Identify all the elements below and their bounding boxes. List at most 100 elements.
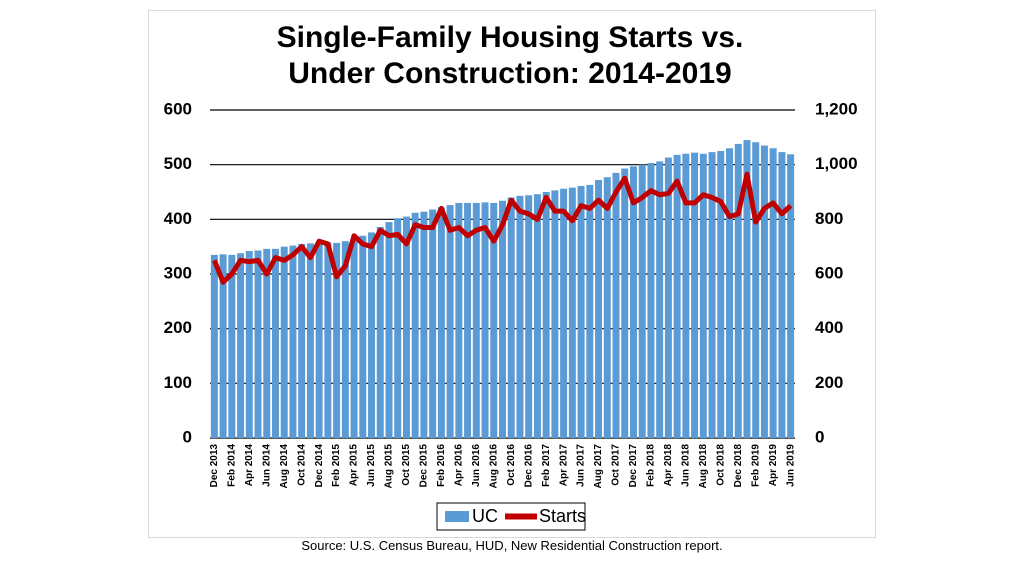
legend-label: UC [472,506,498,526]
bar [691,152,699,438]
x-tick-label: Apr 2014 [244,444,255,487]
y2-tick-label: 800 [815,209,843,228]
x-tick-label: Feb 2017 [541,444,552,487]
x-tick-label: Feb 2015 [331,444,342,487]
y-tick-label: 500 [164,154,192,173]
x-tick-label: Oct 2017 [611,444,622,486]
x-tick-label: Apr 2016 [453,444,464,487]
x-tick-label: Jun 2016 [471,444,482,487]
x-tick-label: Dec 2013 [209,444,220,488]
bar [210,254,218,438]
bar [350,239,358,438]
y2-tick-label: 0 [815,427,824,446]
bar [743,140,751,439]
x-tick-label: Aug 2017 [593,444,604,489]
bar [629,166,637,438]
bar [411,212,419,438]
bar [525,195,533,438]
bar [499,200,506,438]
bar [228,254,236,438]
bar [734,143,742,439]
x-tick-label: Apr 2015 [349,444,360,487]
bar [682,153,690,438]
bar [306,243,314,438]
bar [368,232,376,438]
y-tick-label: 300 [164,263,192,282]
bar [219,254,227,438]
bar [769,148,777,438]
bar [289,245,297,438]
x-tick-label: Aug 2018 [698,444,709,489]
x-tick-label: Dec 2016 [523,444,534,488]
bar [603,177,611,439]
bar [385,222,393,438]
bar [551,190,559,438]
bar [612,172,620,438]
bar [664,157,672,438]
x-tick-label: Oct 2014 [296,444,307,486]
y-tick-label: 400 [164,209,192,228]
bar [324,242,332,438]
y2-tick-label: 200 [815,373,843,392]
y-tick-label: 600 [164,99,192,118]
bar [708,152,716,439]
bar [481,202,489,438]
bar [533,194,541,438]
bar [455,202,463,438]
x-tick-label: Dec 2017 [628,444,639,488]
y2-tick-label: 400 [815,318,843,337]
x-tick-label: Apr 2017 [558,444,569,487]
bar [717,151,725,438]
y-tick-label: 200 [164,318,192,337]
bar [333,242,341,438]
x-tick-label: Oct 2015 [401,444,412,486]
bar [595,179,603,438]
bar [359,235,367,438]
x-tick-label: Oct 2016 [506,444,517,486]
x-tick-label: Apr 2019 [768,444,779,487]
bar [420,211,428,438]
bar [699,153,707,438]
bar [315,242,323,438]
bar [577,185,585,438]
x-tick-label: Dec 2014 [314,444,325,488]
bar [437,207,445,438]
bar [254,250,262,438]
bar [542,192,550,438]
x-tick-label: Apr 2018 [663,444,674,487]
x-tick-label: Dec 2015 [419,444,430,488]
bar [673,154,681,438]
bar [586,184,594,438]
bar [394,218,402,438]
x-tick-label: Feb 2018 [646,444,657,487]
bar [787,154,795,438]
bar [621,168,629,438]
bar [507,197,515,438]
bar [726,148,734,438]
x-tick-label: Aug 2014 [279,444,290,489]
bar [647,163,655,438]
y2-tick-label: 600 [815,263,843,282]
bar [472,202,480,438]
bar [271,248,279,438]
x-tick-label: Aug 2015 [384,444,395,489]
legend-label: Starts [539,506,586,526]
x-tick-label: Jun 2019 [785,444,796,487]
bar [464,202,472,438]
bar [237,253,245,438]
x-tick-label: Jun 2017 [576,444,587,487]
x-tick-label: Jun 2015 [366,444,377,487]
source-text: U.S. Census Bureau, HUD, New Residential… [349,538,723,553]
x-tick-label: Feb 2014 [226,444,237,487]
bar [298,243,306,438]
bar [490,202,498,438]
chart-title: Single-Family Housing Starts vs. Under C… [276,21,744,90]
x-tick-label: Feb 2019 [750,444,761,487]
source-note: Source: U.S. Census Bureau, HUD, New Res… [0,538,1024,553]
line [212,171,793,285]
bar [516,195,524,438]
bar [568,187,576,438]
x-tick-label: Dec 2018 [733,444,744,488]
